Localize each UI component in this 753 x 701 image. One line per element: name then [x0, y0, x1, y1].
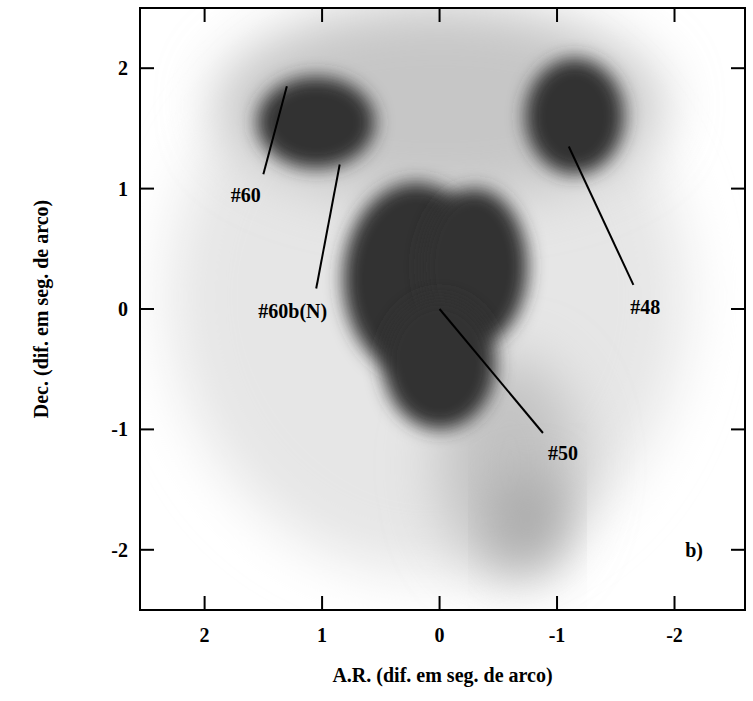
x-tick — [321, 8, 323, 22]
x-tick — [439, 8, 441, 22]
annotation: #48 — [630, 296, 660, 318]
plot-background — [140, 8, 745, 610]
annotation: #60 — [231, 184, 261, 206]
x-tick — [439, 596, 441, 610]
leader-line — [263, 86, 286, 174]
emission-blob — [216, 8, 662, 201]
emission-blob — [257, 77, 374, 169]
y-tick — [140, 188, 154, 190]
x-tick — [321, 596, 323, 610]
y-tick — [731, 308, 745, 310]
emission-blob — [498, 472, 557, 568]
x-tick-label: 1 — [317, 624, 327, 646]
y-tick — [731, 67, 745, 69]
chart: 2 1 0 -1 -2 -2 -1 0 1 2 A.R. (dif. em seg. de arco… — [0, 0, 753, 701]
leader-line — [316, 165, 339, 289]
y-tick-label: -2 — [111, 539, 128, 561]
leader-line — [569, 146, 634, 284]
x-tick-label: -2 — [666, 624, 683, 646]
y-tick-label: -1 — [111, 418, 128, 440]
y-tick-label: 0 — [118, 298, 128, 320]
y-tick — [731, 549, 745, 551]
y-tick — [731, 188, 745, 190]
x-tick — [556, 596, 558, 610]
annotation: #50 — [548, 442, 578, 464]
y-tick — [140, 549, 154, 551]
y-tick-label: 1 — [118, 178, 128, 200]
y-axis-title: Dec. (dif. em seg. de arco) — [30, 200, 53, 418]
frame — [140, 8, 745, 610]
x-tick — [556, 8, 558, 22]
y-tick — [140, 67, 154, 69]
y-tick — [140, 308, 154, 310]
x-tick — [674, 596, 676, 610]
x-tick — [204, 8, 206, 22]
y-tick — [140, 428, 154, 430]
image-layer — [169, 8, 686, 574]
x-tick — [674, 8, 676, 22]
y-tick-label: 2 — [118, 57, 128, 79]
leader-line — [440, 309, 543, 433]
annotation: #60b(N) — [258, 300, 327, 323]
x-tick — [204, 596, 206, 610]
x-tick-label: -1 — [549, 624, 566, 646]
x-tick-label: 2 — [200, 624, 210, 646]
emission-blob — [383, 297, 496, 429]
x-axis-title: A.R. (dif. em seg. de arco) — [332, 664, 552, 687]
y-tick — [731, 428, 745, 430]
x-tick-label: 0 — [435, 624, 445, 646]
panel-label: b) — [685, 539, 703, 562]
